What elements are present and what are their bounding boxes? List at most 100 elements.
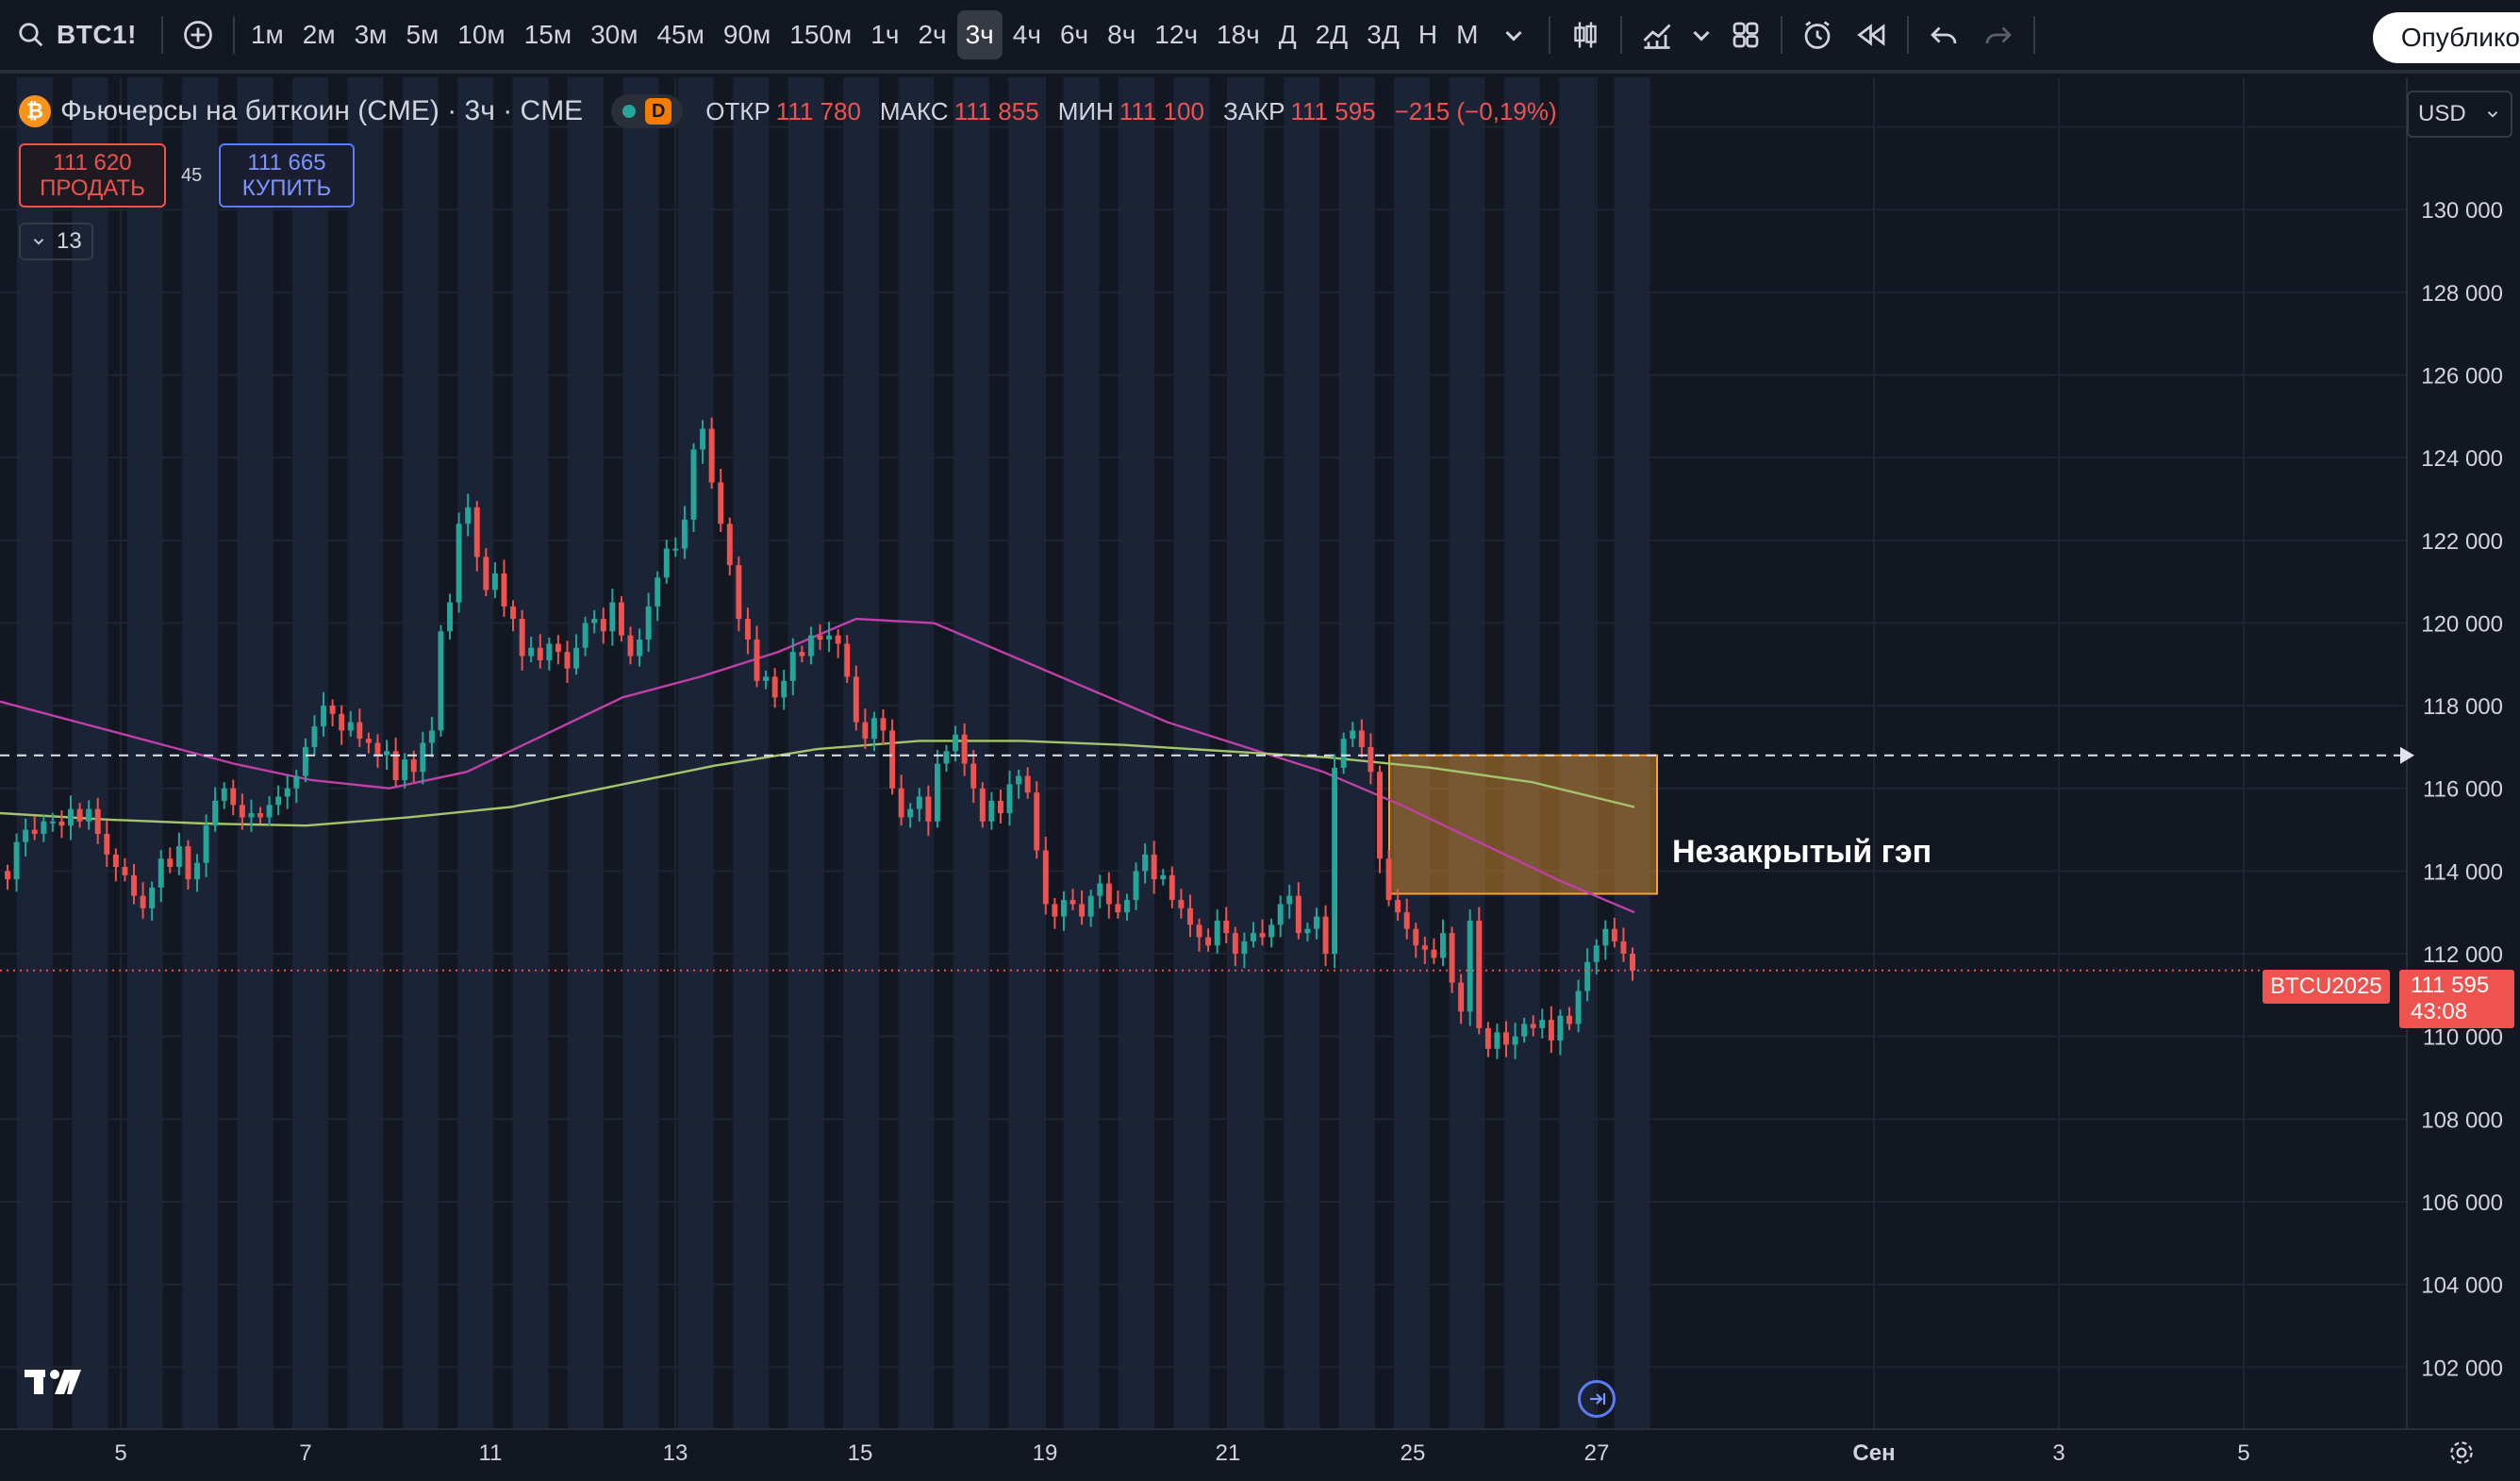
indicators-button[interactable] [1630, 8, 1684, 62]
interval-22[interactable]: Н [1418, 20, 1438, 49]
interval-14[interactable]: 4ч [1012, 20, 1041, 49]
candle-body [1340, 739, 1347, 768]
candle-body [789, 652, 796, 681]
candle-body [438, 631, 444, 731]
publish-button[interactable]: Опублико [2372, 12, 2520, 63]
scroll-to-realtime-button[interactable] [1578, 1380, 1616, 1418]
session-band [126, 77, 163, 1429]
interval-18[interactable]: 18ч [1217, 20, 1260, 49]
redo-button[interactable] [1971, 8, 2026, 62]
candle-body [68, 808, 74, 826]
interval-19[interactable]: Д [1278, 20, 1297, 49]
chart-settings-button[interactable] [2443, 1434, 2480, 1472]
candle-body [1214, 920, 1220, 946]
candle-body [1123, 900, 1130, 913]
moving-average-fast-line [0, 617, 1635, 914]
candle-body [1476, 920, 1483, 1028]
interval-7[interactable]: 30м [590, 20, 638, 49]
currency-select[interactable]: USD [2407, 91, 2512, 138]
interval-16[interactable]: 8ч [1107, 20, 1136, 49]
interval-12[interactable]: 2ч [918, 20, 947, 49]
buy-button[interactable]: 111 665 КУПИТЬ [219, 143, 355, 208]
replay-button[interactable] [1845, 8, 1899, 62]
candle-body [356, 722, 363, 740]
last-price-tag: 111 595 43:08 [2399, 970, 2514, 1028]
candle-body [1006, 784, 1013, 814]
interval-21[interactable]: 3Д [1367, 20, 1400, 49]
interval-13[interactable]: 3ч [956, 10, 1003, 59]
candle-body [637, 639, 643, 657]
x-tick-label: Сен [1852, 1440, 1895, 1466]
layouts-button[interactable] [1718, 8, 1773, 62]
y-tick-label: 108 000 [2421, 1107, 2503, 1133]
x-tick-label: 5 [2237, 1440, 2249, 1466]
candle-body [1467, 920, 1473, 1012]
interval-23[interactable]: М [1456, 20, 1479, 49]
series-name-tag: BTCU2025 [2263, 970, 2390, 1004]
legend-title[interactable]: Фьючерсы на биткоин (CME) · 3ч · CME [60, 95, 584, 126]
interval-17[interactable]: 12ч [1154, 20, 1199, 49]
market-status-pill[interactable]: D [611, 94, 684, 128]
sell-button[interactable]: 111 620 ПРОДАТЬ [19, 143, 166, 208]
candle-body [1358, 730, 1365, 747]
interval-5[interactable]: 10м [457, 20, 506, 49]
session-band [568, 77, 604, 1429]
alert-button[interactable] [1790, 8, 1845, 62]
interval-1[interactable]: 1м [250, 20, 284, 49]
candle-body [1079, 904, 1086, 917]
interval-9[interactable]: 90м [722, 20, 771, 49]
interval-3[interactable]: 3м [354, 20, 388, 49]
candle-body [221, 788, 227, 801]
interval-11[interactable]: 1ч [870, 20, 900, 49]
interval-8[interactable]: 45м [656, 20, 705, 49]
candle-body [1314, 916, 1319, 929]
candle-body [564, 652, 571, 669]
y-tick-label: 122 000 [2421, 529, 2503, 555]
session-band [17, 77, 53, 1429]
session-band [1063, 77, 1100, 1429]
gap-annotation-text[interactable]: Незакрытый гэп [1672, 834, 1932, 870]
session-band [953, 77, 989, 1429]
toolbar-divider [1781, 16, 1783, 54]
interval-6[interactable]: 15м [523, 20, 572, 49]
candle-body [1620, 940, 1627, 955]
indicators-collapse-button[interactable]: 13 [19, 223, 93, 260]
interval-10[interactable]: 150м [789, 20, 853, 49]
chart-type-button[interactable] [1558, 8, 1613, 62]
candle-body [1611, 928, 1617, 941]
interval-20[interactable]: 2Д [1315, 20, 1349, 49]
compare-symbol-button[interactable] [171, 8, 225, 62]
candle-body [122, 867, 128, 875]
candle-body [1115, 904, 1121, 913]
candle-body [465, 507, 472, 524]
interval-4[interactable]: 5м [406, 20, 439, 49]
candle-body [1169, 874, 1175, 901]
chevron-down-icon [2487, 111, 2498, 118]
interval-dropdown-button[interactable] [1486, 8, 1541, 62]
candle-body [1584, 961, 1591, 991]
candle-body [988, 800, 995, 822]
candle-body [1259, 933, 1266, 938]
interval-15[interactable]: 6ч [1059, 20, 1089, 49]
candle-body [501, 573, 507, 607]
candle-body [140, 895, 146, 908]
session-band [1614, 77, 1650, 1429]
candle-body [943, 751, 950, 764]
undo-button[interactable] [1916, 8, 1971, 62]
interval-2[interactable]: 2м [302, 20, 336, 49]
candle-body [31, 829, 38, 834]
y-tick-label: 120 000 [2421, 611, 2503, 637]
candle-body [953, 734, 959, 752]
tradingview-logo-icon[interactable] [25, 1366, 83, 1403]
candle-body [754, 639, 760, 681]
candle-body [13, 841, 20, 880]
indicators-dropdown-button[interactable] [1684, 8, 1718, 62]
candle-body [979, 788, 986, 822]
symbol-search-button[interactable]: BTC1! [0, 0, 154, 72]
x-tick-label: 27 [1584, 1440, 1610, 1466]
gear-icon [2450, 1441, 2473, 1464]
candle-body [473, 507, 480, 557]
candle-body [203, 825, 209, 863]
